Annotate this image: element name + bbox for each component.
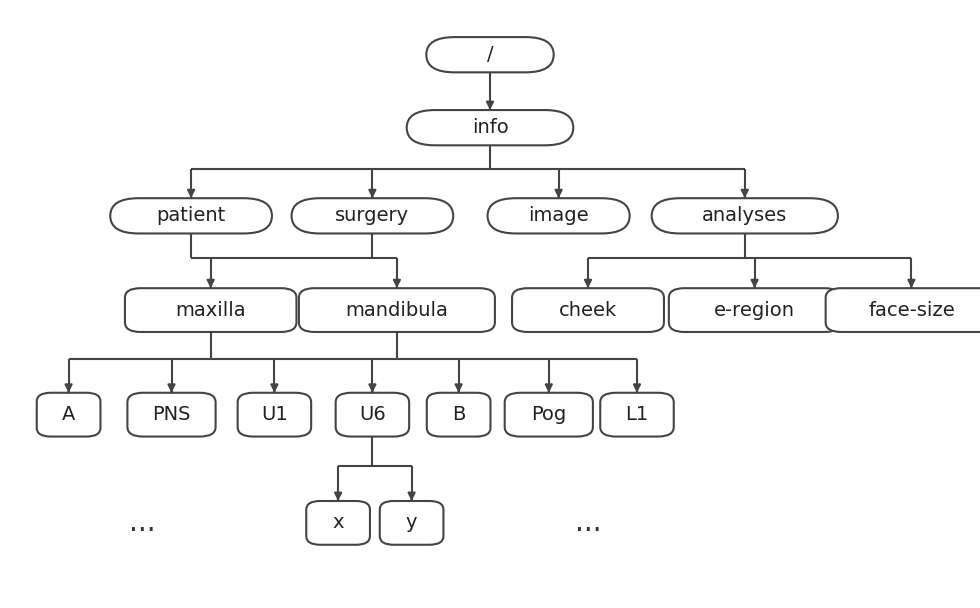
- FancyBboxPatch shape: [505, 393, 593, 437]
- Text: y: y: [406, 513, 417, 533]
- FancyBboxPatch shape: [426, 393, 490, 437]
- Text: B: B: [452, 405, 466, 424]
- FancyBboxPatch shape: [512, 288, 664, 332]
- FancyBboxPatch shape: [487, 198, 629, 233]
- FancyBboxPatch shape: [668, 288, 840, 332]
- Text: ...: ...: [128, 509, 156, 537]
- Text: mandibula: mandibula: [346, 300, 448, 320]
- FancyBboxPatch shape: [652, 198, 838, 233]
- Text: maxilla: maxilla: [175, 300, 246, 320]
- FancyBboxPatch shape: [426, 37, 554, 72]
- Text: L1: L1: [625, 405, 649, 424]
- Text: A: A: [62, 405, 75, 424]
- Text: face-size: face-size: [868, 300, 955, 320]
- FancyBboxPatch shape: [306, 501, 370, 545]
- Text: info: info: [471, 118, 509, 137]
- Text: PNS: PNS: [152, 405, 191, 424]
- Text: surgery: surgery: [335, 206, 410, 226]
- FancyBboxPatch shape: [292, 198, 453, 233]
- Text: /: /: [487, 45, 493, 64]
- Text: x: x: [332, 513, 344, 533]
- Text: analyses: analyses: [703, 206, 787, 226]
- Text: Pog: Pog: [531, 405, 566, 424]
- FancyBboxPatch shape: [825, 288, 980, 332]
- Text: ...: ...: [574, 509, 602, 537]
- Text: patient: patient: [157, 206, 225, 226]
- FancyBboxPatch shape: [110, 198, 272, 233]
- FancyBboxPatch shape: [600, 393, 674, 437]
- FancyBboxPatch shape: [37, 393, 101, 437]
- FancyBboxPatch shape: [127, 393, 216, 437]
- FancyBboxPatch shape: [407, 110, 573, 145]
- FancyBboxPatch shape: [335, 393, 410, 437]
- FancyBboxPatch shape: [237, 393, 312, 437]
- FancyBboxPatch shape: [299, 288, 495, 332]
- Text: image: image: [528, 206, 589, 226]
- Text: cheek: cheek: [559, 300, 617, 320]
- FancyBboxPatch shape: [379, 501, 443, 545]
- Text: U1: U1: [261, 405, 288, 424]
- FancyBboxPatch shape: [125, 288, 296, 332]
- Text: e-region: e-region: [714, 300, 795, 320]
- Text: U6: U6: [359, 405, 386, 424]
